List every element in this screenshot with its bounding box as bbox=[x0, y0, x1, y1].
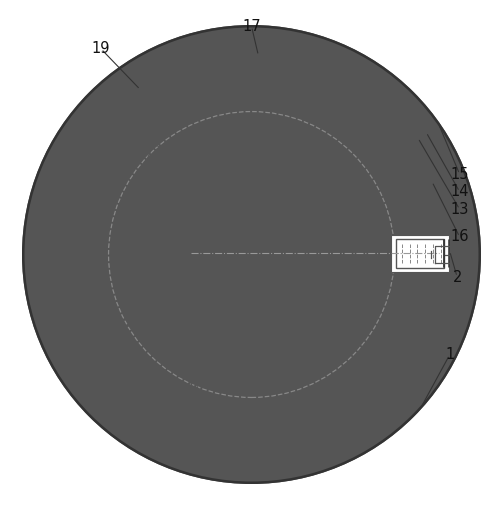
Text: 19: 19 bbox=[92, 41, 110, 56]
Bar bbox=[396, 239, 444, 268]
Text: 15: 15 bbox=[450, 167, 469, 182]
Circle shape bbox=[23, 26, 480, 483]
Text: 2: 2 bbox=[453, 270, 462, 285]
Text: 14: 14 bbox=[450, 184, 469, 200]
Text: 1: 1 bbox=[445, 347, 454, 362]
Bar bbox=[391, 235, 449, 272]
Text: 17: 17 bbox=[242, 19, 261, 34]
Text: 16: 16 bbox=[450, 230, 469, 244]
Text: 13: 13 bbox=[451, 202, 469, 217]
